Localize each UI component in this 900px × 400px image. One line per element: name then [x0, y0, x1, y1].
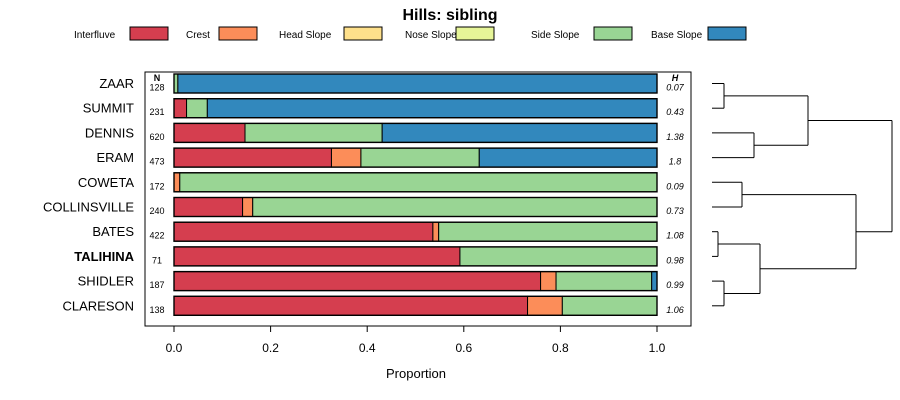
site-label: SUMMIT	[83, 101, 134, 116]
x-tick-label: 0.4	[359, 341, 376, 355]
n-value: 620	[149, 132, 164, 142]
bar-segment	[177, 73, 658, 94]
bar-segment	[173, 271, 542, 292]
x-tick-label: 0.0	[166, 341, 183, 355]
legend-swatch	[129, 26, 169, 41]
chart-title: Hills: sibling	[402, 7, 497, 24]
x-tick-label: 0.2	[262, 341, 279, 355]
h-value: 1.8	[669, 157, 682, 167]
legend: Interfluve Crest Head Slope Nose Slope Side …	[74, 26, 747, 41]
bar-segment	[179, 172, 658, 193]
bar-segment	[173, 98, 188, 119]
bar-segment	[173, 172, 181, 193]
bar-segment	[244, 122, 383, 143]
bar-segment	[186, 98, 208, 119]
legend-label: Crest	[186, 30, 210, 41]
bar-outline	[173, 172, 658, 193]
bar-segment	[540, 271, 557, 292]
legend-swatch	[218, 26, 258, 41]
h-value: 1.06	[666, 305, 684, 315]
site-label: BATES	[92, 224, 134, 239]
bar-outline	[173, 246, 658, 267]
bar-segment	[555, 271, 653, 292]
h-value: 0.98	[666, 255, 684, 265]
site-label: COWETA	[78, 175, 134, 190]
legend-label: Head Slope	[279, 30, 332, 41]
bar-outline	[173, 221, 658, 242]
bar-segment	[381, 122, 658, 143]
bar-segment	[438, 221, 658, 242]
bar-outline	[173, 196, 658, 218]
n-value: 473	[149, 157, 164, 167]
legend-swatch	[707, 26, 747, 41]
n-value: 138	[149, 305, 164, 315]
bar-segment	[173, 122, 246, 143]
bar-segment	[561, 295, 658, 316]
n-value: 240	[149, 206, 164, 216]
site-label: CLARESON	[62, 298, 134, 313]
n-value: 172	[149, 181, 164, 191]
bar-segment	[242, 197, 254, 217]
bar-segment	[651, 271, 658, 292]
bars-group: ZAAR 128 0.07 SUMMIT 231 0.43 DENNIS 620 1.38 ERA…	[43, 73, 685, 316]
h-value: 0.43	[666, 107, 684, 117]
bar-outline	[173, 270, 658, 292]
site-label: ZAAR	[99, 76, 134, 91]
legend-swatch	[593, 26, 633, 41]
legend-swatch	[455, 26, 495, 41]
bar-outline	[173, 295, 658, 316]
n-header: N	[154, 73, 161, 83]
bar-outline	[173, 122, 658, 144]
legend-label: Nose Slope	[405, 30, 457, 41]
n-value: 71	[152, 255, 162, 265]
legend-label: Base Slope	[651, 30, 703, 41]
n-value: 187	[149, 280, 164, 290]
bar-segment	[173, 147, 332, 168]
h-value: 0.09	[666, 181, 684, 191]
x-axis-label: Proportion	[386, 366, 446, 381]
bar-segment	[527, 295, 563, 316]
bar-segment	[459, 246, 658, 267]
site-label: COLLINSVILLE	[43, 200, 134, 215]
bar-segment	[173, 197, 244, 217]
bar-outline	[173, 73, 658, 94]
n-value: 422	[149, 231, 164, 241]
bar-segment	[252, 197, 658, 217]
n-value: 128	[149, 83, 164, 93]
bar-segment	[173, 295, 529, 316]
legend-swatch	[343, 26, 383, 41]
x-tick-label: 0.8	[552, 341, 569, 355]
h-value: 0.73	[666, 206, 684, 216]
bar-segment	[206, 98, 658, 119]
site-label: ERAM	[96, 150, 134, 165]
dendrogram	[712, 83, 893, 307]
bar-outline	[173, 97, 658, 119]
x-axis: 0.0 0.2 0.4 0.6 0.8 1.0	[166, 326, 666, 355]
x-tick-label: 1.0	[649, 341, 666, 355]
bar-segment	[173, 246, 461, 267]
plot-frame	[144, 71, 692, 327]
n-value: 231	[149, 107, 164, 117]
site-label: TALIHINA	[74, 249, 134, 264]
bar-segment	[478, 147, 658, 168]
h-value: 0.07	[666, 83, 685, 93]
h-value: 1.08	[666, 231, 684, 241]
legend-label: Side Slope	[531, 30, 580, 41]
bar-segment	[432, 221, 440, 242]
h-value: 0.99	[666, 280, 684, 290]
bar-segment	[330, 147, 362, 168]
site-label: DENNIS	[85, 125, 134, 140]
x-tick-label: 0.6	[455, 341, 472, 355]
h-header: H	[672, 73, 679, 83]
site-label: SHIDLER	[78, 274, 134, 289]
legend-label: Interfluve	[74, 30, 116, 41]
h-value: 1.38	[666, 132, 684, 142]
bar-segment	[360, 147, 480, 168]
bar-outline	[173, 147, 658, 168]
bar-segment	[173, 221, 434, 242]
